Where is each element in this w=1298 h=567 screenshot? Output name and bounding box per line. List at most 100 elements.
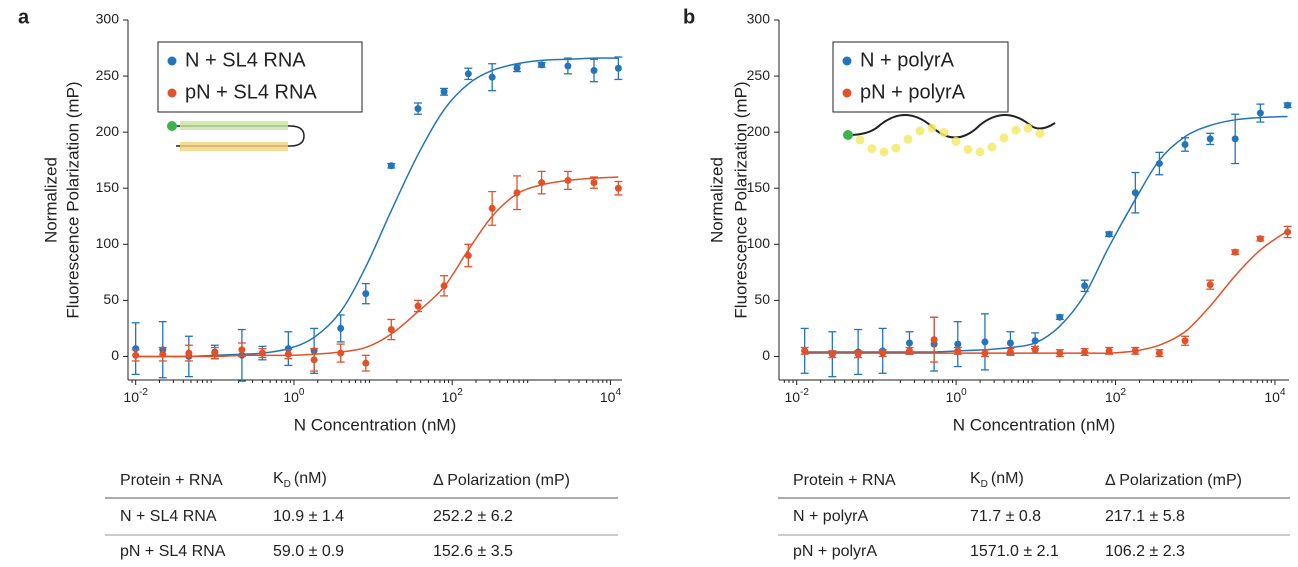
x-axis-label: N Concentration (nM) xyxy=(953,415,1116,434)
data-point xyxy=(464,252,472,260)
data-point xyxy=(440,282,448,290)
data-point xyxy=(614,64,622,72)
data-point xyxy=(801,347,809,355)
y-tick-label: 0 xyxy=(111,347,119,363)
x-axis-label: N Concentration (nM) xyxy=(294,415,457,434)
polya-bead xyxy=(999,133,1009,143)
x-tick-base: 10 xyxy=(123,389,139,405)
data-point xyxy=(1006,348,1014,356)
table-cell: 1571.0 ± 2.1 xyxy=(970,543,1059,560)
fit-curve xyxy=(135,176,619,358)
table-header: KD (nM) xyxy=(273,470,327,489)
data-point xyxy=(1284,228,1292,236)
data-point xyxy=(954,340,962,348)
data-point xyxy=(590,66,598,74)
x-tick-exponent: 2 xyxy=(457,387,463,398)
legend-label: N + SL4 RNA xyxy=(185,49,306,71)
x-tick-label: 102 xyxy=(442,387,464,405)
x-tick-base: 10 xyxy=(600,389,616,405)
polya-bead xyxy=(879,147,889,157)
y-axis-label: Fluorescence Polarization (mP) xyxy=(63,81,82,318)
y-axis-label: Fluorescence Polarization (mP) xyxy=(731,81,750,318)
data-point xyxy=(1105,347,1113,355)
x-tick-base: 10 xyxy=(1105,389,1121,405)
data-point xyxy=(1155,349,1163,357)
data-point xyxy=(538,61,546,69)
data-point xyxy=(440,88,448,96)
data-point xyxy=(879,349,887,357)
data-point xyxy=(954,347,962,355)
data-point xyxy=(258,349,266,357)
y-tick-label: 0 xyxy=(762,347,770,363)
polya-bead xyxy=(855,135,865,145)
y-tick-label: 50 xyxy=(754,291,770,307)
kd-symbol: K xyxy=(273,470,284,487)
table-header: Protein + RNA xyxy=(793,472,896,489)
x-tick-base: 10 xyxy=(1264,389,1280,405)
data-point xyxy=(590,179,598,187)
kd-symbol: K xyxy=(970,470,981,487)
polya-bead xyxy=(939,127,949,137)
data-point xyxy=(185,349,193,357)
data-point xyxy=(1131,189,1139,197)
table-cell: pN + SL4 RNA xyxy=(120,543,226,560)
data-point xyxy=(1081,348,1089,356)
table-header: KD (nM) xyxy=(970,470,1024,489)
data-point xyxy=(854,350,862,358)
data-point xyxy=(513,189,521,197)
panel-label: b xyxy=(683,6,695,28)
data-point xyxy=(387,162,395,170)
data-point xyxy=(1006,339,1014,347)
table-header: Δ Polarization (mP) xyxy=(1105,472,1242,489)
x-tick-base: 10 xyxy=(946,389,962,405)
x-tick-base: 10 xyxy=(283,389,299,405)
legend-marker xyxy=(842,88,852,98)
x-tick-label: 100 xyxy=(283,387,305,405)
data-point xyxy=(211,349,219,357)
data-point xyxy=(1206,135,1214,143)
data-point xyxy=(238,346,246,354)
polya-bead xyxy=(975,147,985,157)
data-point xyxy=(337,324,345,332)
data-point xyxy=(1031,346,1039,354)
kd-unit: (nM) xyxy=(294,470,327,487)
data-point xyxy=(488,204,496,212)
x-tick-base: 10 xyxy=(442,389,458,405)
legend-box xyxy=(157,41,363,113)
kd-subscript: D xyxy=(284,479,291,490)
data-point xyxy=(387,326,395,334)
polya-bead xyxy=(963,145,973,155)
polya-bead xyxy=(1023,123,1033,133)
data-point xyxy=(981,349,989,357)
table-cell: 252.2 ± 6.2 xyxy=(433,508,513,525)
y-tick-label: 150 xyxy=(747,179,771,195)
table-header: Protein + RNA xyxy=(120,472,223,489)
data-point xyxy=(564,62,572,70)
table-cell: pN + polyrA xyxy=(793,543,877,560)
polya-bead xyxy=(987,142,997,152)
data-point xyxy=(828,350,836,358)
data-point xyxy=(1105,230,1113,238)
x-tick-label: 100 xyxy=(946,387,968,405)
x-tick-exponent: 0 xyxy=(961,387,967,398)
legend-marker xyxy=(167,56,177,66)
data-point xyxy=(414,302,422,310)
table-cell: 106.2 ± 2.3 xyxy=(1105,543,1185,560)
polya-bead xyxy=(1035,129,1045,139)
data-point xyxy=(981,338,989,346)
table-cell: 59.0 ± 0.9 xyxy=(273,543,344,560)
data-point xyxy=(513,64,521,72)
data-point xyxy=(1181,337,1189,345)
polya-bead xyxy=(927,123,937,133)
y-tick-label: 250 xyxy=(747,67,771,83)
legend-marker xyxy=(842,56,852,66)
x-tick-base: 10 xyxy=(784,389,800,405)
panel-label: a xyxy=(18,6,30,28)
table-cell: 217.1 ± 5.8 xyxy=(1105,508,1185,525)
x-tick-exponent: 2 xyxy=(1121,387,1127,398)
table-header: Δ Polarization (mP) xyxy=(433,472,570,489)
table-cell: 71.7 ± 0.8 xyxy=(970,508,1041,525)
x-tick-label: 10-2 xyxy=(784,387,809,405)
data-point xyxy=(614,184,622,192)
x-tick-exponent: 4 xyxy=(615,387,621,398)
